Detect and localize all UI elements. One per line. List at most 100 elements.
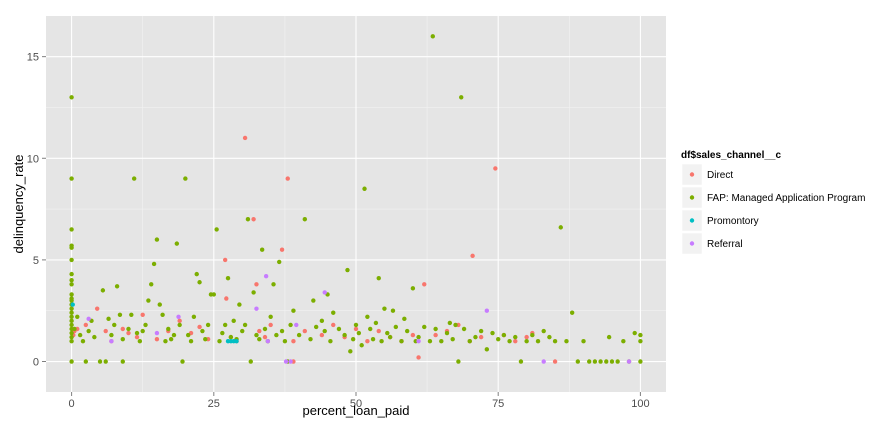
point-direct — [95, 306, 99, 310]
point-fap-managed-application-program — [328, 339, 332, 343]
point-fap-managed-application-program — [368, 327, 372, 331]
legend-marker-referral — [690, 241, 694, 245]
point-fap-managed-application-program — [69, 227, 73, 231]
point-direct — [104, 329, 108, 333]
point-fap-managed-application-program — [490, 331, 494, 335]
x-axis-title: percent_loan_paid — [303, 403, 410, 418]
point-fap-managed-application-program — [177, 323, 181, 327]
point-fap-managed-application-program — [453, 323, 457, 327]
point-fap-managed-application-program — [237, 302, 241, 306]
point-direct — [524, 335, 528, 339]
point-fap-managed-application-program — [75, 315, 79, 319]
point-direct — [135, 335, 139, 339]
point-fap-managed-application-program — [197, 280, 201, 284]
point-fap-managed-application-program — [345, 268, 349, 272]
point-fap-managed-application-program — [524, 339, 528, 343]
point-fap-managed-application-program — [638, 333, 642, 337]
point-fap-managed-application-program — [251, 290, 255, 294]
point-fap-managed-application-program — [78, 333, 82, 337]
point-fap-managed-application-program — [146, 298, 150, 302]
legend-label-fap-managed-application-program: FAP: Managed Application Program — [707, 193, 865, 204]
point-promontory — [234, 339, 238, 343]
point-fap-managed-application-program — [118, 313, 122, 317]
point-fap-managed-application-program — [69, 339, 73, 343]
legend-title: df$sales_channel__c — [681, 150, 781, 161]
point-direct — [377, 329, 381, 333]
point-fap-managed-application-program — [143, 323, 147, 327]
legend-label-promontory: Promontory — [707, 216, 759, 227]
legend-marker-promontory — [690, 218, 694, 222]
point-direct — [126, 331, 130, 335]
x-tick-label: 25 — [208, 398, 220, 410]
point-fap-managed-application-program — [69, 331, 73, 335]
point-fap-managed-application-program — [141, 329, 145, 333]
point-fap-managed-application-program — [206, 323, 210, 327]
point-promontory — [71, 302, 75, 306]
point-fap-managed-application-program — [496, 337, 500, 341]
point-referral — [323, 290, 327, 294]
point-fap-managed-application-program — [473, 335, 477, 339]
point-fap-managed-application-program — [69, 282, 73, 286]
point-fap-managed-application-program — [581, 339, 585, 343]
point-fap-managed-application-program — [402, 317, 406, 321]
point-fap-managed-application-program — [314, 325, 318, 329]
point-direct — [303, 329, 307, 333]
point-direct — [84, 323, 88, 327]
point-fap-managed-application-program — [69, 298, 73, 302]
point-fap-managed-application-program — [69, 95, 73, 99]
point-direct — [263, 335, 267, 339]
point-fap-managed-application-program — [399, 339, 403, 343]
point-fap-managed-application-program — [633, 331, 637, 335]
point-fap-managed-application-program — [388, 335, 392, 339]
point-fap-managed-application-program — [169, 337, 173, 341]
point-referral — [416, 339, 420, 343]
y-tick-label: 15 — [27, 52, 39, 64]
point-fap-managed-application-program — [357, 331, 361, 335]
point-fap-managed-application-program — [416, 335, 420, 339]
point-fap-managed-application-program — [431, 34, 435, 38]
point-fap-managed-application-program — [121, 359, 125, 363]
point-fap-managed-application-program — [439, 339, 443, 343]
point-fap-managed-application-program — [72, 327, 76, 331]
point-fap-managed-application-program — [382, 306, 386, 310]
point-fap-managed-application-program — [180, 359, 184, 363]
point-direct — [268, 323, 272, 327]
point-fap-managed-application-program — [485, 347, 489, 351]
point-direct — [197, 325, 201, 329]
point-referral — [284, 359, 288, 363]
point-fap-managed-application-program — [277, 260, 281, 264]
point-direct — [365, 339, 369, 343]
point-fap-managed-application-program — [226, 276, 230, 280]
point-fap-managed-application-program — [69, 323, 73, 327]
point-fap-managed-application-program — [274, 333, 278, 337]
point-fap-managed-application-program — [129, 313, 133, 317]
point-referral — [109, 339, 113, 343]
point-direct — [470, 254, 474, 258]
point-fap-managed-application-program — [621, 339, 625, 343]
point-referral — [542, 359, 546, 363]
point-direct — [177, 319, 181, 323]
point-fap-managed-application-program — [160, 313, 164, 317]
legend-label-referral: Referral — [707, 239, 743, 250]
point-fap-managed-application-program — [365, 315, 369, 319]
point-fap-managed-application-program — [200, 329, 204, 333]
point-fap-managed-application-program — [223, 323, 227, 327]
point-fap-managed-application-program — [69, 272, 73, 276]
point-fap-managed-application-program — [212, 292, 216, 296]
point-fap-managed-application-program — [542, 329, 546, 333]
point-direct — [121, 327, 125, 331]
y-tick-label: 5 — [33, 255, 39, 267]
point-fap-managed-application-program — [69, 311, 73, 315]
point-fap-managed-application-program — [268, 315, 272, 319]
point-fap-managed-application-program — [69, 246, 73, 250]
point-fap-managed-application-program — [311, 298, 315, 302]
point-fap-managed-application-program — [166, 327, 170, 331]
point-fap-managed-application-program — [98, 359, 102, 363]
point-fap-managed-application-program — [69, 258, 73, 262]
point-direct — [243, 136, 247, 140]
point-fap-managed-application-program — [69, 278, 73, 282]
point-fap-managed-application-program — [92, 335, 96, 339]
point-fap-managed-application-program — [84, 359, 88, 363]
point-fap-managed-application-program — [249, 359, 253, 363]
